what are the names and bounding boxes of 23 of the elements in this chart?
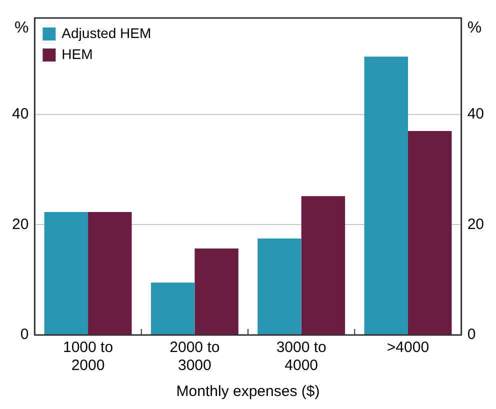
y-axis-title: % <box>14 19 29 36</box>
bar <box>301 196 346 334</box>
bar <box>408 131 452 334</box>
y2-axis-title: % <box>467 19 482 36</box>
bar <box>44 212 88 334</box>
y-tick-label: 0 <box>20 326 29 344</box>
y-tick-label: 20 <box>12 216 29 233</box>
x-tick-label: 3000 to 4000 <box>276 339 326 374</box>
legend-label: Adjusted HEM <box>62 24 152 41</box>
x-tick-label: 1000 to 2000 <box>62 339 114 374</box>
x-tick-label: >4000 <box>386 339 430 356</box>
y-tick-label: 40 <box>12 106 29 123</box>
bar <box>88 212 132 334</box>
bar <box>150 282 195 334</box>
legend-label: HEM <box>62 46 93 62</box>
y2-tick-label: 20 <box>467 216 484 233</box>
x-tick-label: 2000 to 3000 <box>170 339 220 374</box>
y2-tick-label: 40 <box>467 106 484 123</box>
bar <box>194 248 238 334</box>
bar <box>258 238 302 334</box>
bar <box>364 56 408 334</box>
y2-tick-label: 0 <box>467 326 476 344</box>
x-axis-title: Monthly expenses ($) <box>176 383 320 400</box>
